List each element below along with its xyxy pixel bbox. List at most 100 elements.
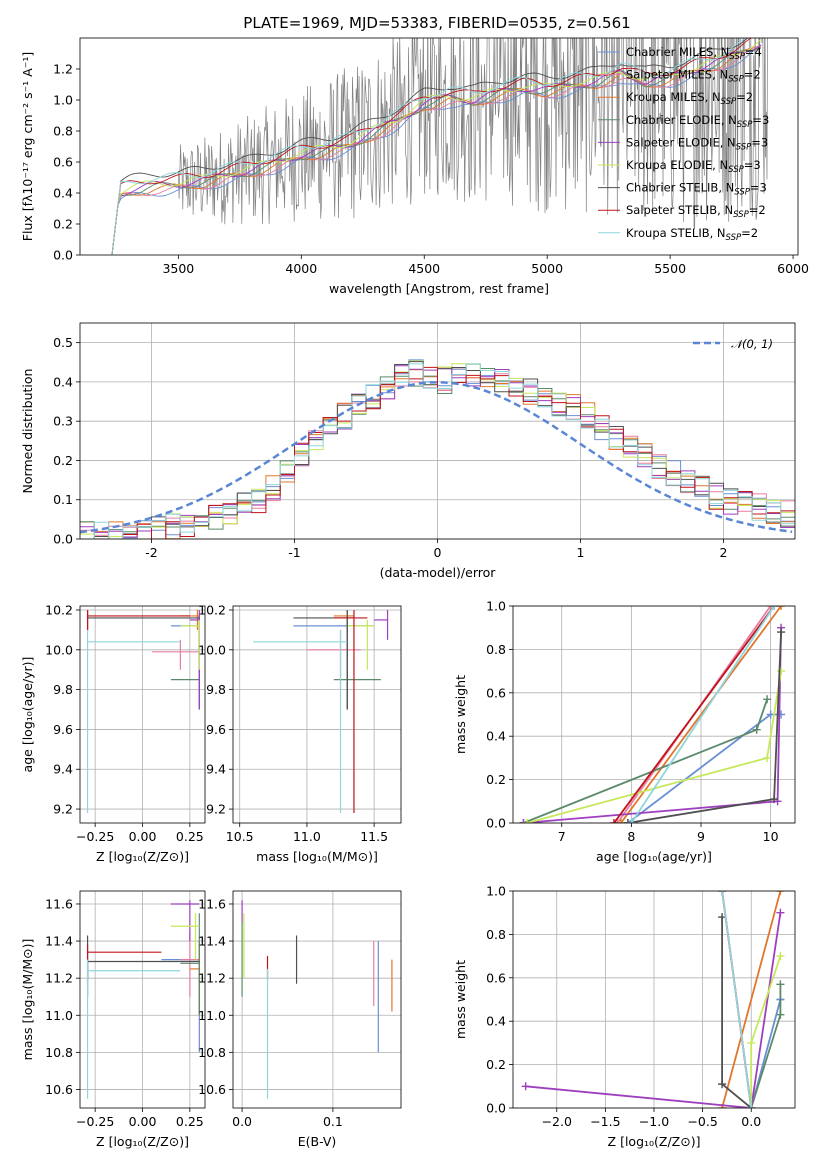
weight-marker-8 [718,891,727,895]
weight-marker-6 [718,1080,727,1089]
x-tick-label: 0.25 [176,1114,204,1129]
legend-entry-normal: 𝒩(0, 1) [731,337,773,351]
weight-marker-3 [763,695,772,704]
y-tick-label: 9.4 [53,762,73,777]
x-tick-label: −0.25 [76,829,114,844]
x-tick-label: −0.5 [687,1114,717,1129]
x-tick-label: 8 [627,829,635,844]
chart-mass_weight_vs_Z: −2.0 −1.5 −1.0 −0.5 0.0 0.0 0.2 0.4 0.6 0.8 1.0 Z [… [453,884,796,1149]
weight-marker-1 [613,819,622,823]
x-axis-label: Z [log₁₀(Z/Z⊙)] [96,1134,189,1149]
data-spectrum-line [178,38,768,230]
weight-marker-8 [747,1104,756,1108]
weight-marker-3 [776,1010,785,1019]
plot-area [241,900,393,1099]
y-tick-label: 10.8 [45,1045,73,1060]
model-line-6 [111,38,749,255]
point-2 [333,609,354,630]
y-tick-label: 0.0 [53,532,73,547]
x-tick-label: 1 [577,545,585,560]
y-tick-label: 0.5 [53,335,73,350]
weight-line-5 [750,955,782,1108]
point-6 [86,935,200,997]
axes-frame [232,890,402,1109]
x-tick-label: 0.25 [176,829,204,844]
x-tick-label: −0.25 [76,1114,114,1129]
plot-area [521,891,785,1108]
grid-lines [80,323,795,540]
grid-lines [80,891,205,1108]
y-tick-label: 9.2 [53,802,73,817]
y-tick-label: 11.0 [45,1008,73,1023]
plot-area [80,359,795,539]
y-tick-label: 0.8 [53,124,73,139]
y-tick-label: 0.4 [53,186,73,201]
point-1 [151,639,200,670]
point-0 [161,941,200,1053]
x-tick-label: 4000 [285,261,317,276]
y-tick-label: 0.0 [486,816,506,831]
model-line-8 [111,38,748,255]
x-tick-label: 0.00 [129,1114,157,1129]
weight-marker-2 [777,606,786,610]
weight-marker-8 [770,606,779,610]
grid-lines [233,606,401,823]
y-tick-label: 10.6 [45,1082,73,1097]
legend: Chabrier MILES, NSSP=4 Salpeter MILES, NS… [598,45,769,243]
x-tick-label: 11.5 [360,829,388,844]
point-0 [170,615,200,710]
point-1 [306,629,361,690]
x-tick-label: 4500 [408,261,440,276]
y-tick-label: 0.6 [486,970,506,985]
x-tick-label: -2 [145,545,157,560]
point-1 [180,931,200,997]
weight-marker-3 [752,725,761,734]
y-tick-label: 0.1 [53,492,73,507]
y-axis-label: Normed distribution [20,369,35,494]
x-tick-label: 0.1 [323,1114,343,1129]
y-tick-label: 0.3 [53,414,73,429]
x-tick-label: 5500 [654,261,686,276]
x-axis-label: Z [log₁₀(Z/Z⊙)] [96,849,189,864]
y-tick-label: 1.2 [53,62,73,77]
y-tick-label: 0.4 [486,729,506,744]
point-0 [293,615,375,710]
point-8 [86,959,181,1099]
y-tick-label: 10.8 [198,1045,226,1060]
y-axis-label: Flux [fλ10⁻¹⁷ erg cm⁻² s⁻¹ A⁻¹] [20,52,35,241]
plot-area [86,900,200,1099]
point-5 [347,619,375,670]
legend-entry-5: Kroupa ELODIE, NSSP=3 [626,158,761,175]
x-tick-label: 3500 [162,261,194,276]
y-tick-label: 10.0 [45,642,73,657]
point-4 [374,609,389,640]
weight-marker-2 [616,819,625,823]
point-6 [86,609,200,630]
y-tick-label: 11.0 [198,1008,226,1023]
y-tick-label: 9.2 [206,802,226,817]
y-tick-label: 11.2 [45,971,73,986]
y-tick-label: 11.2 [198,971,226,986]
axes-frame [232,605,402,824]
y-tick-label: 0.8 [486,642,506,657]
weight-marker-4 [521,1082,530,1091]
x-tick-label: 0.00 [129,829,157,844]
weight-marker-3 [776,980,785,989]
x-axis-label: E(B-V) [298,1134,337,1149]
y-tick-label: 10.0 [198,642,226,657]
y-tick-label: 1.0 [53,93,73,108]
y-tick-label: 0.6 [486,685,506,700]
grid-lines [80,606,205,823]
weight-line-2 [721,891,782,1108]
x-tick-label: −1.0 [639,1114,669,1129]
weight-marker-6 [770,795,779,804]
x-axis-label: wavelength [Angstrom, rest frame] [329,281,549,296]
axes-frame [79,37,799,256]
legend-entry-2: Kroupa MILES, NSSP=2 [626,90,753,107]
y-tick-label: 9.4 [206,762,226,777]
figure-title: PLATE=1969, MJD=53383, FIBERID=0535, z=0… [243,14,630,32]
y-tick-label: 0.8 [486,927,506,942]
plot-area [86,609,200,814]
x-tick-label: 7 [558,829,566,844]
